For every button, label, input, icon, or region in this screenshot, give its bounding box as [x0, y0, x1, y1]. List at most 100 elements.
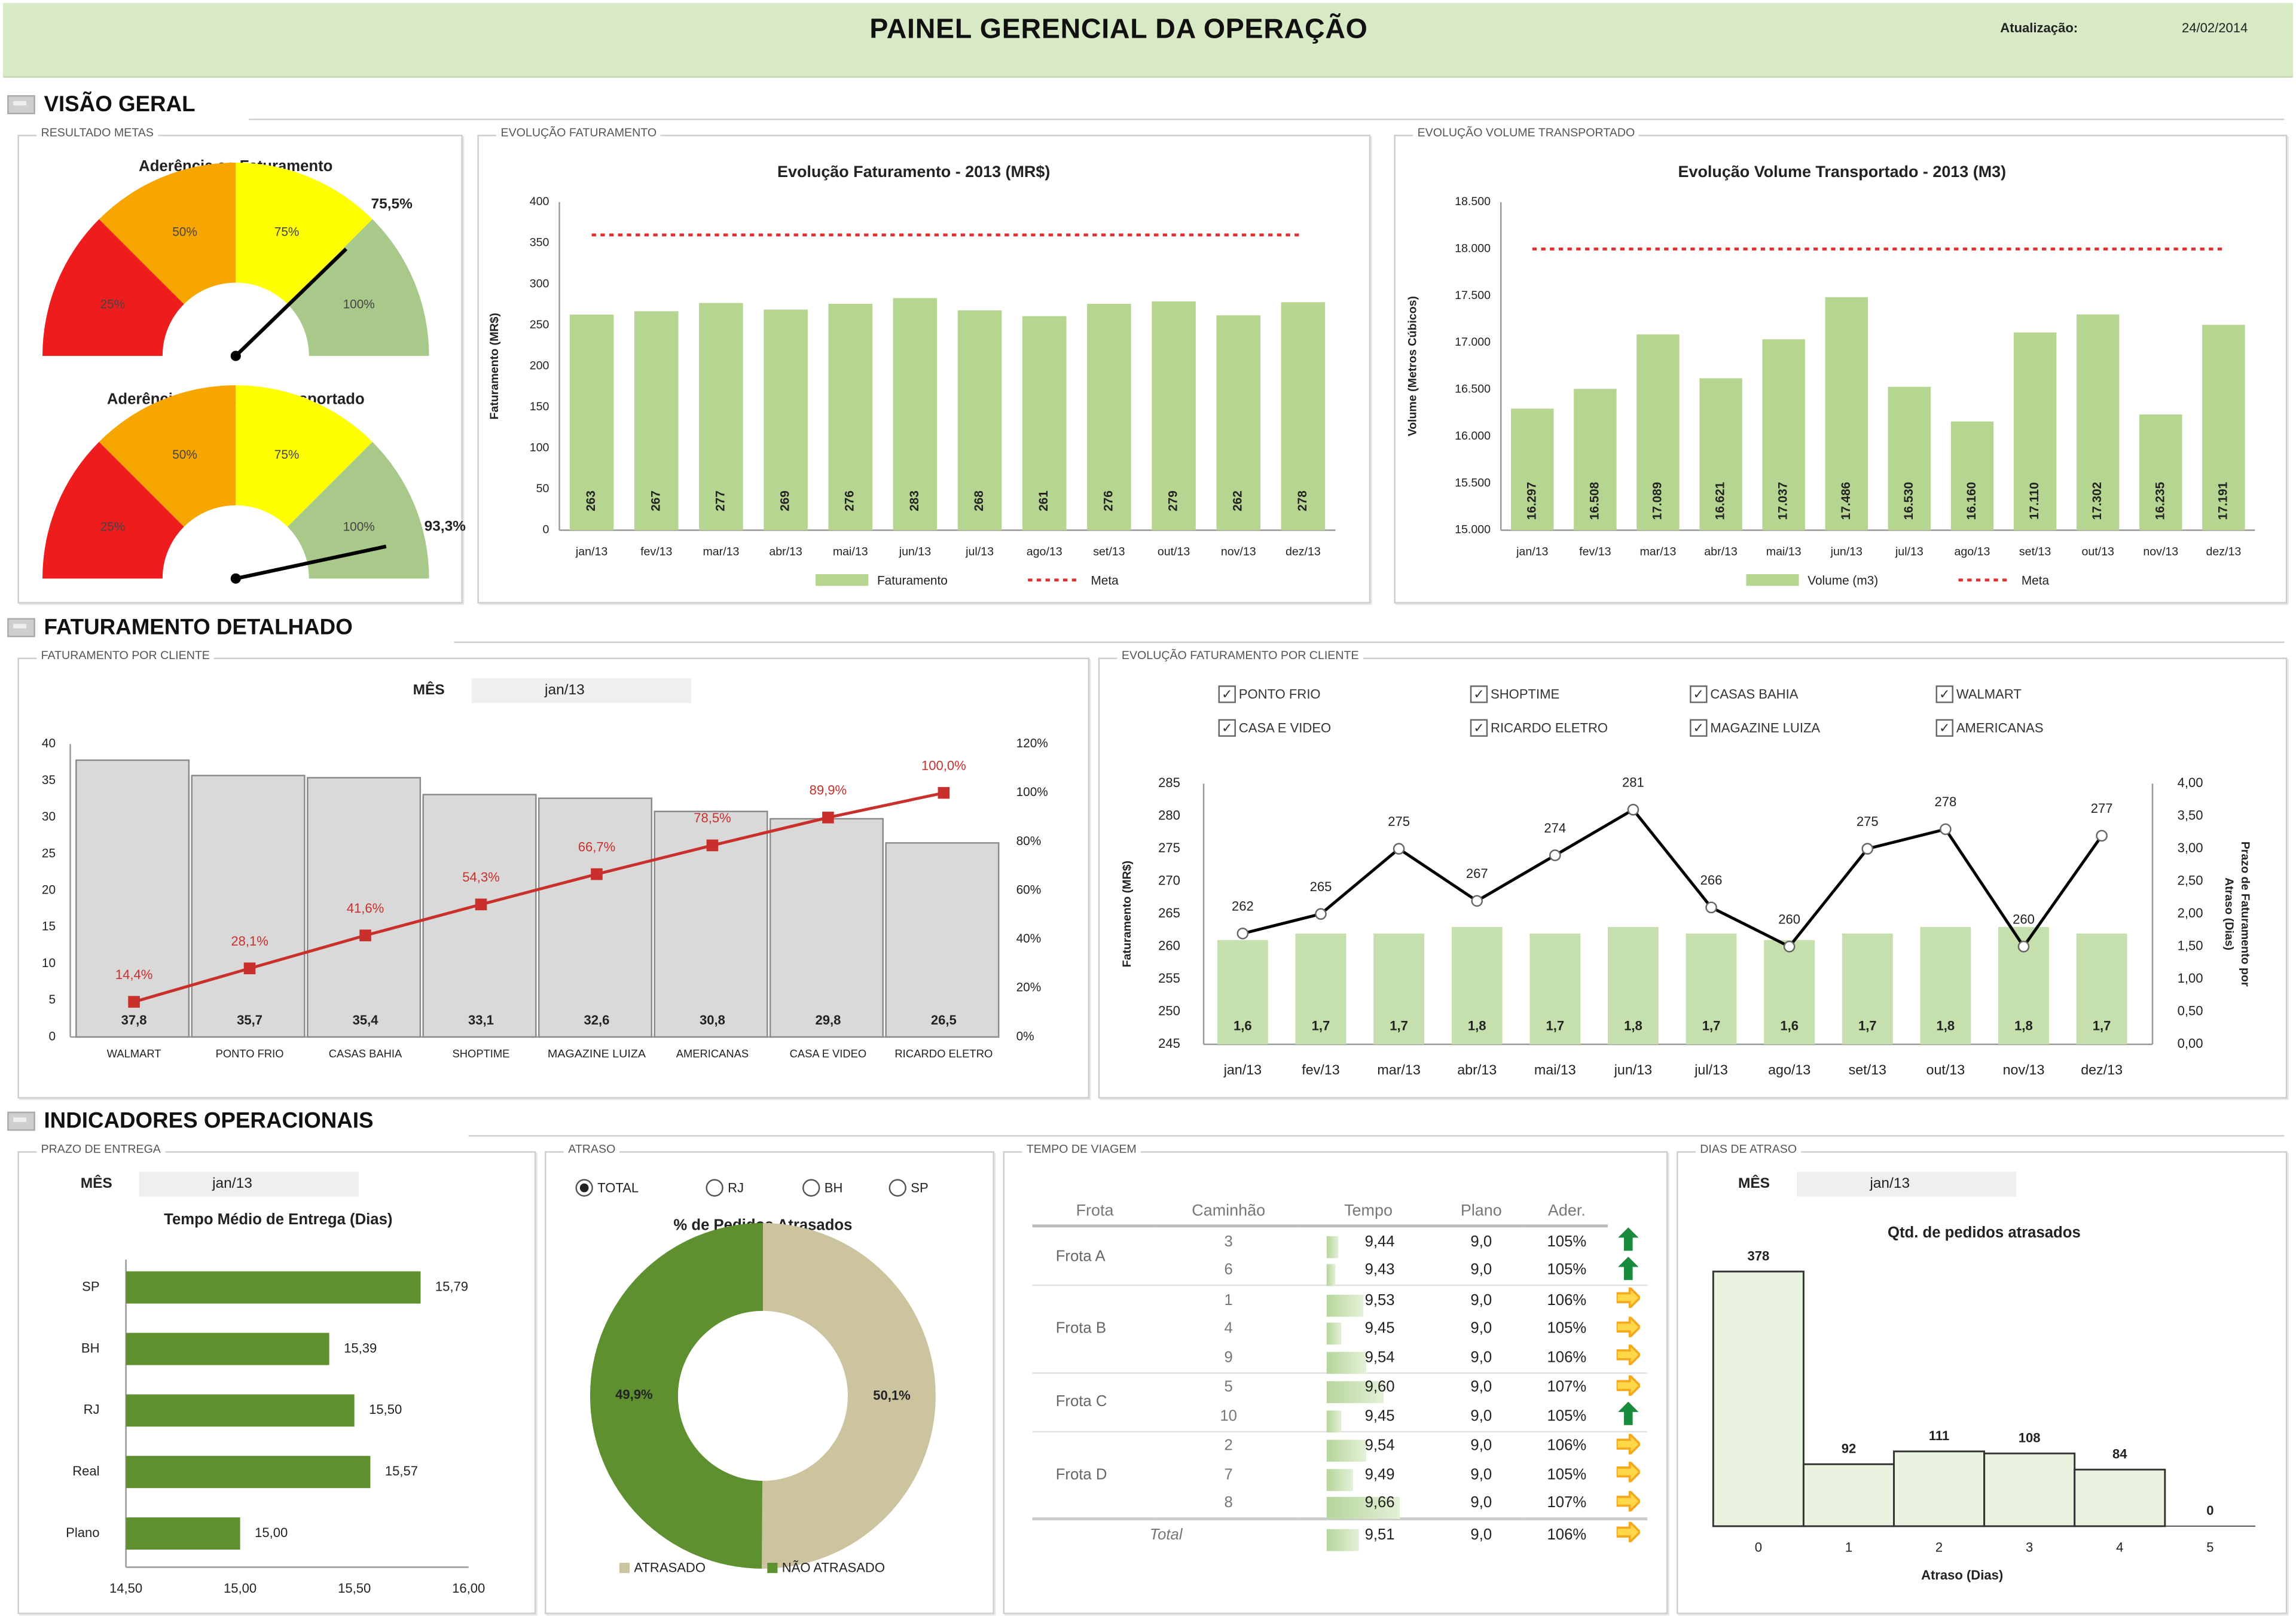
time-data-bar: [1327, 1468, 1353, 1491]
radio-button[interactable]: [575, 1179, 593, 1197]
y-tick-label: 15: [42, 920, 56, 934]
y-tick-label: 16.500: [1455, 383, 1491, 396]
bar: [1022, 316, 1067, 530]
table-row: 7 9,49 9,0 105%: [1033, 1459, 1648, 1491]
y-tick-label: 0: [48, 1029, 56, 1043]
bar: [634, 311, 679, 530]
section-operational[interactable]: INDICADORES OPERACIONAIS: [7, 1109, 374, 1134]
checkbox-check-icon[interactable]: ✓: [1470, 719, 1488, 737]
bar-value-label: 1,7: [1858, 1019, 1877, 1033]
radio-button[interactable]: [706, 1179, 723, 1197]
bar: [1825, 297, 1868, 530]
client-filter-checkbox[interactable]: ✓ PONTO FRIO: [1218, 685, 1321, 703]
y-tick-label: 40: [42, 737, 56, 751]
region-radio[interactable]: TOTAL: [575, 1179, 639, 1197]
legend-label: Volume (m3): [1808, 574, 1878, 588]
y-tick-label: 285: [1158, 775, 1180, 790]
time-cell: 9,45: [1327, 1407, 1409, 1432]
x-tick-label: nov/13: [2003, 1062, 2045, 1077]
slice-label: 50,1%: [873, 1388, 911, 1402]
x-tick-label: abr/13: [769, 545, 802, 558]
checkbox-check-icon[interactable]: ✓: [1935, 719, 1953, 737]
section-title: FATURAMENTO DETALHADO: [44, 615, 353, 641]
fleet-cell: Frota A: [1055, 1247, 1106, 1265]
x-tick-label: out/13: [2081, 545, 2114, 558]
adherence-cell: 105%: [1547, 1320, 1587, 1338]
x-tick-label: jul/13: [965, 545, 994, 558]
time-data-bar: [1327, 1529, 1358, 1551]
client-filter-checkbox[interactable]: ✓ SHOPTIME: [1470, 685, 1559, 703]
month-select[interactable]: jan/13: [471, 678, 691, 703]
y-tick-label: 17.500: [1455, 289, 1491, 302]
chart-title: Tempo Médio de Entrega (Dias): [164, 1211, 392, 1228]
plan-cell: 9,0: [1437, 1371, 1526, 1402]
bar: [1152, 301, 1196, 530]
line-value-label: 265: [1310, 879, 1332, 894]
month-select[interactable]: jan/13: [139, 1172, 359, 1197]
column-header: Frota: [1032, 1198, 1158, 1228]
month-select[interactable]: jan/13: [1796, 1172, 2017, 1197]
panel-label: RESULTADO METAS: [36, 126, 158, 139]
line-value-label: 41,6%: [347, 901, 384, 916]
section-overview[interactable]: VISÃO GERAL: [7, 92, 196, 117]
checkbox-check-icon[interactable]: ✓: [1218, 719, 1236, 737]
checkbox-check-icon[interactable]: ✓: [1935, 685, 1953, 703]
panel-delay: ATRASO: [545, 1142, 994, 1614]
time-data-bar: [1327, 1382, 1384, 1404]
y2-tick-label: 0,50: [2178, 1003, 2203, 1018]
checkbox-check-icon[interactable]: ✓: [1690, 719, 1708, 737]
time-value: 9,43: [1364, 1261, 1395, 1279]
billing-line: [1242, 807, 2103, 949]
bar: [1712, 1270, 1805, 1527]
x-tick-label: mai/13: [1534, 1062, 1576, 1077]
region-radio[interactable]: SP: [889, 1179, 929, 1197]
region-radio[interactable]: RJ: [706, 1179, 744, 1197]
bar: [2074, 1468, 2166, 1527]
bar-value-label: 17.089: [1650, 482, 1664, 520]
x-tick-label: abr/13: [1704, 545, 1738, 558]
panel-label: EVOLUÇÃO FATURAMENTO: [496, 126, 661, 139]
bar-value-label: 1,6: [1234, 1019, 1252, 1033]
client-filter-checkbox[interactable]: ✓ MAGAZINE LUIZA: [1690, 719, 1820, 737]
line-value-label: 89,9%: [810, 783, 847, 798]
x-tick-label: jul/13: [1895, 545, 1923, 558]
y-tick-label: 275: [1158, 840, 1180, 855]
client-filter-checkbox[interactable]: ✓ CASA E VIDEO: [1218, 719, 1331, 737]
line-marker: [938, 786, 950, 799]
y2-tick-label: 120%: [1016, 737, 1048, 751]
bar-value-label: 108: [2019, 1431, 2041, 1446]
bar-value-label: 1,8: [1468, 1019, 1486, 1033]
checkbox-check-icon[interactable]: ✓: [1218, 685, 1236, 703]
fleet-cell: Frota D: [1032, 1430, 1158, 1519]
checkbox-check-icon[interactable]: ✓: [1690, 685, 1708, 703]
y2-tick-label: 0,00: [2178, 1036, 2203, 1051]
radio-button[interactable]: [889, 1179, 906, 1197]
client-filter-checkbox[interactable]: ✓ WALMART: [1935, 685, 2022, 703]
client-filter-checkbox[interactable]: ✓ CASAS BAHIA: [1690, 685, 1798, 703]
gauge-needle: [235, 544, 387, 581]
legend-label: ATRASADO: [634, 1560, 706, 1575]
column-header: Ader.: [1525, 1198, 1608, 1228]
client-filter-checkbox[interactable]: ✓ RICARDO ELETRO: [1470, 719, 1608, 737]
y2-tick-label: 60%: [1016, 883, 1042, 897]
legend-swatch: [619, 1563, 630, 1574]
y-tick-label: 18.500: [1455, 195, 1491, 208]
bar: [1686, 933, 1737, 1045]
x-tick-label: 16,00: [452, 1581, 485, 1596]
section-billing[interactable]: FATURAMENTO DETALHADO: [7, 615, 353, 641]
truck-cell: 3: [1224, 1233, 1233, 1251]
panel-billing-by-client: FATURAMENTO POR CLIENTE: [17, 648, 1090, 1099]
radio-button[interactable]: [802, 1179, 820, 1197]
region-radio[interactable]: BH: [802, 1179, 843, 1197]
client-filter-checkbox[interactable]: ✓ AMERICANAS: [1935, 719, 2044, 737]
radio-label: BH: [824, 1180, 843, 1196]
x-tick-label: abr/13: [1457, 1062, 1497, 1077]
truck-cell: 4: [1224, 1320, 1233, 1338]
bar: [957, 310, 1002, 530]
bar: [1893, 1450, 1986, 1527]
y2-tick-label: 40%: [1016, 932, 1042, 946]
checkbox-check-icon[interactable]: ✓: [1470, 685, 1488, 703]
x-tick-label: jun/13: [899, 545, 931, 558]
x-tick-label: RICARDO ELETRO: [894, 1047, 993, 1060]
